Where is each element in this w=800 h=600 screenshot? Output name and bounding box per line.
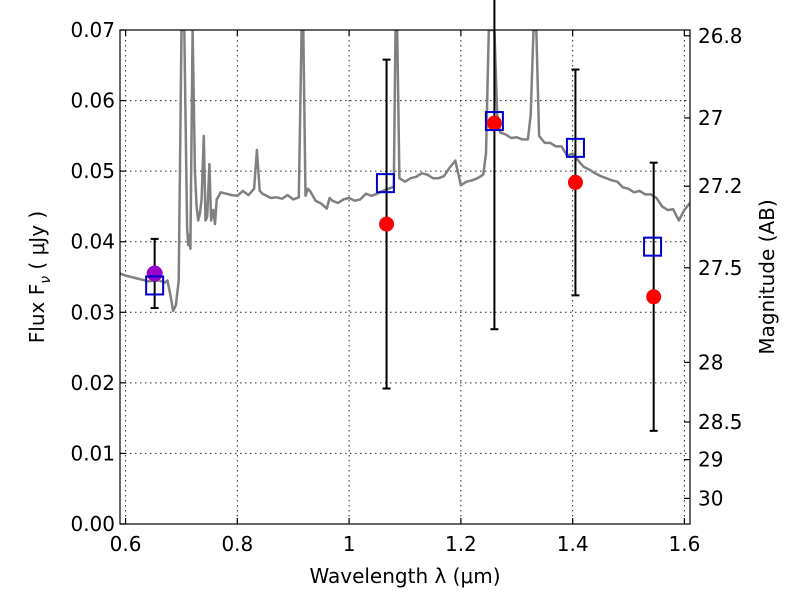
x-tick-label: 1.2 [445,532,477,556]
y-axis-label: Flux Fν ( μJy ) [25,211,54,343]
model-flux-square [643,236,663,257]
y-tick-label: 0.01 [70,441,115,465]
plot-frame [119,29,691,525]
y2-tick-label: 30 [698,486,723,510]
y2-tick-label: 28 [698,350,723,374]
x-tick-label: 1.4 [557,532,589,556]
y-tick-label: 0.02 [70,371,115,395]
y2-tick-label: 27 [698,106,723,130]
y-axis-label-main: Flux F [25,284,49,343]
y-tick-label: 0.03 [70,300,115,324]
y-axis-label-unit: ( μJy ) [25,211,49,276]
observed-flux-point [486,115,502,131]
model-spectrum-line [120,30,690,313]
grid-lines [120,30,690,524]
model-spectrum-layer [120,30,690,313]
observed-flux-point [379,216,395,232]
model-flux-square [565,137,585,158]
y-tick-label: 0.04 [70,230,115,254]
y-tick-label: 0.05 [70,159,115,183]
error-bars-layer [150,0,658,432]
y-tick-label: 0.06 [70,89,115,113]
observed-flux-point [646,289,662,305]
data-points-layer [145,111,663,305]
model-flux-square [145,275,165,296]
axis-ticks [120,29,690,525]
observed-flux-point [567,174,583,190]
highlight-flux-point [146,265,163,282]
y2-axis-label: Magnitude (AB) [755,199,779,354]
x-tick-label: 0.6 [110,532,142,556]
model-flux-square [375,173,395,194]
x-tick-label: 1.6 [669,532,701,556]
y2-tick-label: 26.8 [698,24,743,48]
model-flux-square [484,111,504,132]
y2-tick-label: 27.2 [698,174,743,198]
y2-tick-label: 28.5 [698,410,743,434]
x-axis-label: Wavelength λ (μm) [309,564,500,588]
x-tick-label: 1 [343,532,356,556]
y2-tick-label: 29 [698,448,723,472]
y2-tick-labels: 26.8 27 27.2 27.5 28 28.5 29 30 [698,24,743,511]
y-tick-label: 0.00 [70,512,115,536]
x-tick-label: 0.8 [221,532,253,556]
y-tick-label: 0.07 [70,18,115,42]
y2-tick-label: 27.5 [698,256,743,280]
y-tick-labels: 0.00 0.01 0.02 0.03 0.04 0.05 0.06 0.07 [70,18,115,536]
x-tick-labels: 0.6 0.8 1 1.2 1.4 1.6 [110,532,701,556]
y-axis-label-subscript: ν [38,276,54,284]
